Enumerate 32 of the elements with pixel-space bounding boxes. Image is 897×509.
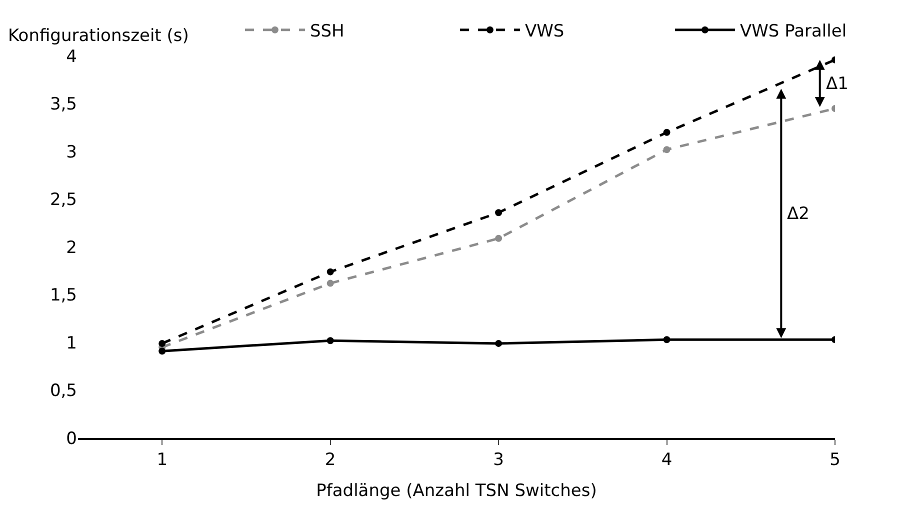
point <box>326 268 334 276</box>
x-tick-label: 1 <box>156 450 168 470</box>
y-tick-label: 1 <box>66 333 77 354</box>
y-tick-label: 0,5 <box>50 381 77 402</box>
x-axis-title: Pfadlänge (Anzahl TSN Switches) <box>316 481 597 502</box>
point <box>495 234 502 242</box>
point <box>326 337 334 344</box>
legend-label: VWS <box>524 22 564 42</box>
x-tick-label: 3 <box>493 450 504 470</box>
y-tick-label: 0 <box>66 428 77 449</box>
point <box>158 348 166 355</box>
point <box>663 128 670 136</box>
point <box>495 209 502 216</box>
y-tick-label: 1,5 <box>50 286 77 306</box>
y-tick-label: 4 <box>66 46 77 67</box>
point <box>158 340 166 347</box>
x-tick-label: 2 <box>324 450 336 470</box>
point <box>495 340 502 347</box>
y-tick-label: 3 <box>66 142 77 162</box>
y-tick-label: 3,5 <box>50 94 77 115</box>
legend-label: SSH <box>310 22 344 42</box>
y-tick-label: 2 <box>66 238 77 258</box>
point <box>663 336 670 344</box>
annotation: Δ1 <box>826 74 848 94</box>
point <box>663 146 670 154</box>
x-tick-label: 5 <box>830 450 840 470</box>
y-axis-title: Konfigurationszeit (s) <box>8 26 189 46</box>
x-tick-label: 4 <box>661 450 672 470</box>
legend-label: VWS Parallel <box>740 22 847 42</box>
annotation: Δ2 <box>787 204 810 224</box>
y-tick-label: 2,5 <box>50 190 77 210</box>
point <box>326 280 334 287</box>
